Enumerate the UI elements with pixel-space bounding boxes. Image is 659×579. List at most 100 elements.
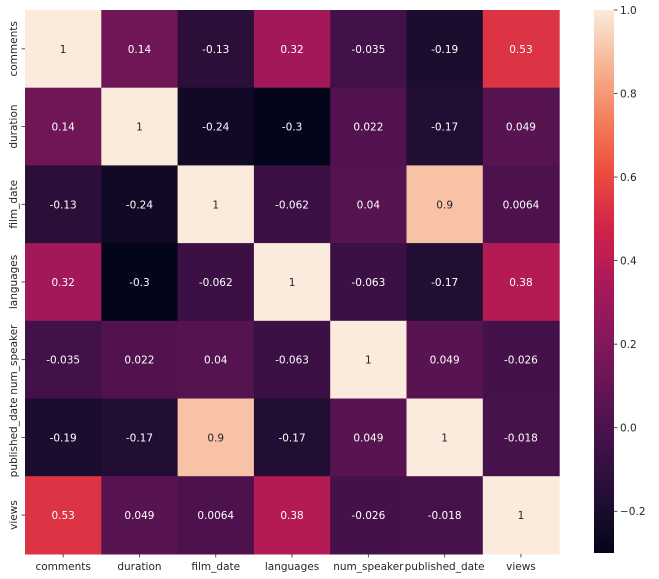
cell-value-label: -0.063 — [351, 277, 385, 289]
heatmap-cell-film_date-views — [482, 165, 560, 244]
x-tick-label-num_speaker: num_speaker — [333, 561, 404, 573]
cell-value-label: 1 — [441, 432, 448, 444]
y-tick-label-film_date: film_date — [8, 180, 20, 229]
cell-value-label: 0.38 — [509, 277, 532, 289]
cell-value-label: 0.32 — [280, 44, 303, 56]
heatmap-cell-published_date-views — [482, 398, 560, 477]
cell-value-label: 1 — [289, 277, 296, 289]
heatmap-cell-published_date-duration — [101, 398, 179, 477]
heatmap-cell-comments-comments — [25, 10, 102, 89]
colorbar-tick-label: 1.0 — [620, 5, 637, 17]
heatmap-cell-languages-comments — [25, 243, 102, 322]
heatmap-cell-duration-comments — [25, 87, 102, 166]
colorbar-tick-label: 0.6 — [620, 172, 637, 184]
cell-value-label: -0.062 — [199, 277, 233, 289]
colorbar-tick-label: 0.0 — [620, 423, 637, 435]
y-tick-label-views: views — [8, 500, 20, 530]
heatmap-cell-published_date-num_speaker — [330, 398, 408, 477]
heatmap-cell-num_speaker-views — [482, 320, 560, 400]
heatmap-cell-views-film_date — [177, 476, 255, 555]
cell-value-label: 0.14 — [51, 122, 75, 134]
cell-value-label: 0.0064 — [197, 510, 234, 522]
heatmap-cell-comments-num_speaker — [330, 10, 408, 89]
cell-value-label: -0.19 — [50, 432, 77, 444]
cell-value-label: -0.063 — [275, 355, 309, 367]
heatmap-cell-film_date-languages — [253, 165, 331, 244]
cell-value-label: -0.3 — [282, 122, 303, 134]
cell-value-label: -0.026 — [504, 355, 538, 367]
cell-value-label: -0.17 — [431, 277, 458, 289]
colorbar: −0.2 0.0 0.2 0.4 0.6 0.8 1.0 — [594, 5, 646, 553]
y-tick-label-published_date: published_date — [8, 397, 20, 477]
heatmap-cell-num_speaker-comments — [25, 320, 102, 400]
heatmap-cell-film_date-num_speaker — [330, 165, 408, 244]
cell-value-label: -0.3 — [129, 277, 150, 289]
cell-value-label: 0.14 — [128, 44, 152, 56]
cell-value-label: 1 — [212, 199, 219, 211]
y-tick-label-languages: languages — [8, 255, 20, 309]
colorbar-tick-label: 0.4 — [620, 256, 637, 268]
heatmap-cell-languages-views — [482, 243, 560, 322]
cell-value-label: 1 — [136, 122, 143, 134]
x-tick-label-published_date: published_date — [405, 561, 485, 573]
heatmap-cell-duration-num_speaker — [330, 87, 408, 166]
colorbar-tick-label: 0.2 — [620, 339, 637, 351]
heatmap-cell-comments-film_date — [177, 10, 255, 89]
cell-value-label: 0.32 — [51, 277, 74, 289]
cell-value-label: 0.049 — [506, 122, 536, 134]
cell-value-label: -0.17 — [278, 432, 305, 444]
heatmap-cell-published_date-comments — [25, 398, 102, 477]
heatmap-cell-film_date-duration — [101, 165, 179, 244]
heatmap-cell-num_speaker-languages — [253, 320, 331, 400]
heatmap-cell-views-comments — [25, 476, 102, 555]
heatmap-cell-duration-duration — [101, 87, 179, 166]
heatmap-cell-views-languages — [253, 476, 331, 555]
heatmap-cell-duration-published_date — [406, 87, 484, 166]
cell-value-label: -0.035 — [46, 355, 80, 367]
cell-value-label: -0.17 — [431, 122, 458, 134]
cell-value-label: 1 — [365, 355, 372, 367]
y-tick-label-duration: duration — [8, 104, 20, 148]
heatmap-cell-languages-languages — [253, 243, 331, 322]
heatmap-cell-published_date-languages — [253, 398, 331, 477]
heatmap-cell-comments-languages — [253, 10, 331, 89]
cell-value-label: 0.0064 — [503, 199, 540, 211]
heatmap-cell-film_date-film_date — [177, 165, 255, 244]
heatmap-cell-views-views — [482, 476, 560, 555]
cell-value-label: -0.018 — [504, 432, 538, 444]
colorbar-gradient — [594, 10, 614, 553]
cell-value-label: 0.38 — [280, 510, 303, 522]
heatmap-cell-comments-published_date — [406, 10, 484, 89]
colorbar-tick-label: 0.8 — [620, 89, 637, 101]
heatmap-cell-film_date-published_date — [406, 165, 484, 244]
cell-value-label: -0.13 — [202, 44, 229, 56]
heatmap-cell-languages-film_date — [177, 243, 255, 322]
heatmap-cell-duration-languages — [253, 87, 331, 166]
x-tick-label-duration: duration — [117, 561, 161, 573]
heatmap-cell-duration-views — [482, 87, 560, 166]
heatmap-cell-num_speaker-film_date — [177, 320, 255, 400]
heatmap-cell-views-duration — [101, 476, 179, 555]
cell-value-label: -0.19 — [431, 44, 458, 56]
cell-value-label: -0.018 — [428, 510, 462, 522]
x-tick-label-languages: languages — [265, 561, 319, 573]
heatmap-cell-languages-duration — [101, 243, 179, 322]
cell-value-label: 0.049 — [430, 355, 460, 367]
cell-value-label: 0.049 — [124, 510, 154, 522]
cell-value-label: -0.17 — [126, 432, 153, 444]
heatmap-cell-comments-views — [482, 10, 560, 89]
heatmap-cell-num_speaker-num_speaker — [330, 320, 408, 400]
cell-value-label: -0.035 — [351, 44, 385, 56]
x-axis-ticks: comments duration film_date languages num_sp… — [35, 553, 536, 573]
cell-value-label: 0.022 — [124, 355, 154, 367]
cell-value-label: 0.9 — [207, 432, 224, 444]
heatmap-cell-num_speaker-published_date — [406, 320, 484, 400]
cell-value-label: -0.13 — [50, 199, 77, 211]
cell-value-label: 0.53 — [51, 510, 74, 522]
cell-value-label: 0.04 — [204, 355, 228, 367]
cell-value-label: 1 — [518, 510, 525, 522]
x-tick-label-film_date: film_date — [191, 561, 240, 573]
heatmap-cell-views-published_date — [406, 476, 484, 555]
colorbar-tick-label: −0.2 — [620, 506, 646, 518]
